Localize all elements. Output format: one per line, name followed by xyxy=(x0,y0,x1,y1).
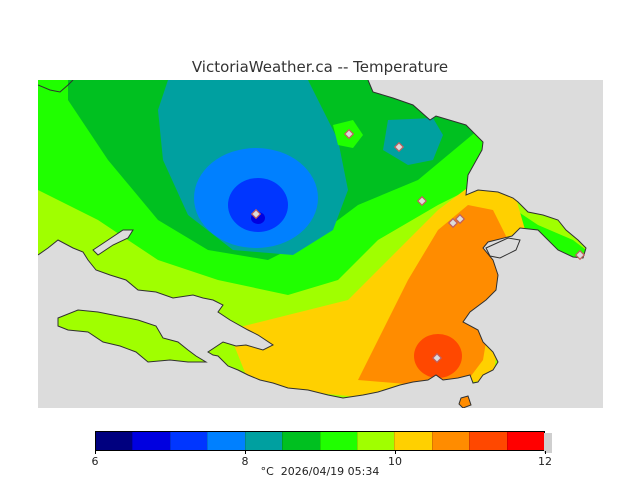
legend-cell xyxy=(394,432,432,450)
legend-cell xyxy=(169,432,208,450)
inlet-east xyxy=(485,237,521,259)
legend-tick-label: 6 xyxy=(91,455,99,468)
legend-cell xyxy=(506,432,545,450)
legend-shadow xyxy=(544,433,552,453)
legend-cell xyxy=(356,432,395,450)
legend-tick xyxy=(545,451,546,454)
legend-footer: °C 2026/04/19 05:34 xyxy=(0,465,640,478)
legend-cell xyxy=(319,432,357,450)
color-legend xyxy=(95,431,552,454)
legend-cell xyxy=(282,432,320,450)
station-marker[interactable] xyxy=(431,352,443,364)
northwest-coast xyxy=(38,80,74,93)
legend-tick xyxy=(245,451,246,454)
legend-tick-label: 10 xyxy=(388,455,402,468)
legend-cell xyxy=(244,432,283,450)
legend-cell xyxy=(207,432,245,450)
legend-cell xyxy=(96,432,133,450)
legend-tick-label: 8 xyxy=(241,455,249,468)
legend-cell xyxy=(132,432,170,450)
coastline xyxy=(38,80,587,399)
station-marker[interactable] xyxy=(574,249,586,261)
legend-bar xyxy=(95,431,545,451)
station-marker[interactable] xyxy=(343,128,355,140)
station-marker[interactable] xyxy=(454,213,466,225)
legend-cell xyxy=(469,432,507,450)
station-marker[interactable] xyxy=(416,195,428,207)
timestamp-label: 2026/04/19 05:34 xyxy=(280,465,380,478)
legend-tick xyxy=(395,451,396,454)
inlet-west xyxy=(92,229,134,256)
map-title: VictoriaWeather.ca -- Temperature xyxy=(191,58,449,76)
temperature-map-svg xyxy=(38,80,603,408)
lower-island xyxy=(57,309,208,363)
island-south xyxy=(458,395,472,408)
station-marker[interactable] xyxy=(393,141,405,153)
station-markers xyxy=(250,128,586,364)
legend-cell xyxy=(431,432,470,450)
temperature-map xyxy=(38,80,603,408)
legend-tick xyxy=(95,451,96,454)
legend-tick-label: 12 xyxy=(538,455,552,468)
station-marker[interactable] xyxy=(250,208,262,220)
station-marker[interactable] xyxy=(447,217,459,229)
unit-label: °C xyxy=(260,465,274,478)
